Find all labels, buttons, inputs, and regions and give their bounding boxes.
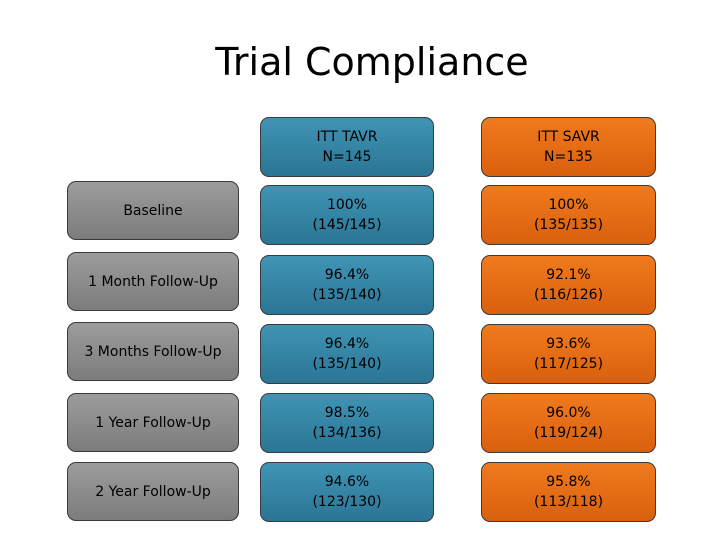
row-label-2-year: 2 Year Follow-Up (67, 462, 239, 521)
header-tavr-n: N=145 (322, 149, 372, 165)
header-itt-tavr: ITT TAVR N=145 (260, 117, 434, 177)
row-label-text: 3 Months Follow-Up (84, 343, 222, 360)
cell-savr-2-year: 95.8% (113/118) (481, 462, 656, 522)
row-label-text: 1 Year Follow-Up (95, 414, 211, 431)
cell-tavr-baseline: 100% (145/145) (260, 185, 434, 245)
row-label-baseline: Baseline (67, 181, 239, 240)
row-label-text: 2 Year Follow-Up (95, 483, 211, 500)
cell-percent: 96.0% (546, 405, 591, 421)
cell-percent: 94.6% (324, 474, 370, 490)
row-label-1-month: 1 Month Follow-Up (67, 252, 239, 311)
header-tavr-name: ITT TAVR (316, 129, 378, 145)
cell-percent: 100% (548, 197, 589, 213)
cell-percent: 92.1% (546, 267, 591, 283)
row-label-text: 1 Month Follow-Up (88, 273, 218, 290)
cell-percent: 95.8% (546, 474, 591, 490)
cell-fraction: (135/140) (312, 287, 382, 303)
slide-title: Trial Compliance (215, 40, 529, 84)
cell-fraction: (135/140) (312, 356, 382, 372)
cell-tavr-2-year: 94.6% (123/130) (260, 462, 434, 522)
cell-fraction: (116/126) (533, 287, 604, 303)
cell-percent: 93.6% (546, 336, 591, 352)
cell-savr-baseline: 100% (135/135) (481, 185, 656, 245)
cell-tavr-1-month: 96.4% (135/140) (260, 255, 434, 315)
cell-savr-1-year: 96.0% (119/124) (481, 393, 656, 453)
cell-savr-1-month: 92.1% (116/126) (481, 255, 656, 315)
header-savr-name: ITT SAVR (537, 129, 600, 145)
row-label-text: Baseline (123, 202, 183, 219)
header-itt-savr: ITT SAVR N=135 (481, 117, 656, 177)
row-label-3-months: 3 Months Follow-Up (67, 322, 239, 381)
cell-fraction: (113/118) (533, 494, 604, 510)
cell-tavr-1-year: 98.5% (134/136) (260, 393, 434, 453)
cell-fraction: (119/124) (533, 425, 604, 441)
cell-fraction: (123/130) (312, 494, 382, 510)
cell-savr-3-months: 93.6% (117/125) (481, 324, 656, 384)
row-label-1-year: 1 Year Follow-Up (67, 393, 239, 452)
cell-fraction: (145/145) (312, 217, 382, 233)
cell-fraction: (135/135) (533, 217, 604, 233)
cell-percent: 98.5% (324, 405, 370, 421)
cell-percent: 96.4% (324, 336, 370, 352)
cell-fraction: (134/136) (312, 425, 382, 441)
cell-tavr-3-months: 96.4% (135/140) (260, 324, 434, 384)
cell-fraction: (117/125) (533, 356, 604, 372)
cell-percent: 96.4% (324, 267, 370, 283)
header-savr-n: N=135 (544, 149, 593, 165)
cell-percent: 100% (326, 197, 368, 213)
